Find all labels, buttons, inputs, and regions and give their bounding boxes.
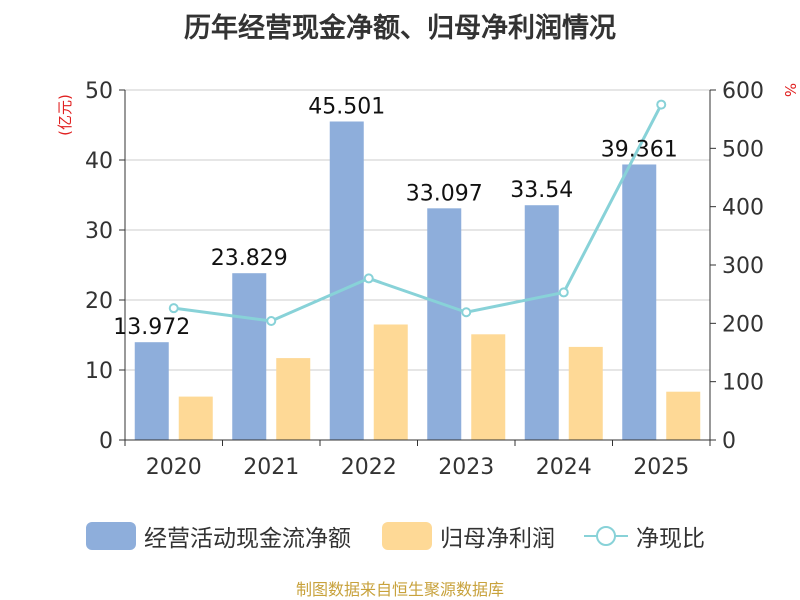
ratio-polyline	[173, 103, 663, 323]
bar-cashflow	[622, 164, 657, 440]
legend-item-cashflow[interactable]: 经营活动现金流净额	[86, 514, 351, 558]
data-labels: 13.972 23.829 45.501 33.097 33.54 39.361	[113, 94, 677, 340]
x-tick-label: 2020	[146, 455, 202, 480]
right-tick-label: 200	[722, 312, 764, 337]
bar-cashflow	[524, 205, 559, 440]
left-tick-label: 30	[85, 219, 113, 244]
chart-title: 历年经营现金净额、归母净利润情况	[184, 13, 616, 44]
left-tick-label: 10	[85, 359, 113, 384]
data-label-cashflow: 23.829	[211, 246, 288, 271]
x-tick-label: 2025	[633, 455, 689, 480]
right-tick-label: 300	[722, 254, 764, 279]
ratio-line	[168, 99, 667, 326]
legend-item-ratio[interactable]: 净现比	[584, 514, 705, 558]
source-note: 制图数据来自恒生聚源数据库	[295, 580, 504, 599]
right-tick-label: 100	[722, 371, 764, 396]
x-tick-label: 2022	[341, 455, 397, 480]
bar-cashflow	[134, 342, 169, 440]
data-label-cashflow: 33.097	[406, 181, 483, 206]
bar-profit	[178, 396, 213, 440]
bar-profit	[471, 334, 506, 440]
ratio-point	[363, 273, 374, 284]
left-tick-label: 50	[85, 79, 113, 104]
bar-cashflow	[232, 273, 267, 440]
bar-cashflow	[329, 121, 364, 441]
right-axis-unit: %	[781, 83, 799, 97]
right-tick-label: 500	[722, 137, 764, 162]
bar-cashflow	[427, 208, 462, 440]
legend-swatch-profit	[382, 522, 432, 550]
legend-item-profit[interactable]: 归母净利润	[382, 514, 555, 558]
bar-profit	[276, 358, 311, 440]
right-tick-label: 600	[722, 79, 764, 104]
legend-label-ratio: 净现比	[636, 526, 705, 552]
left-tick-label: 0	[99, 429, 113, 454]
x-tick-label: 2024	[536, 455, 592, 480]
ratio-point	[168, 303, 179, 314]
data-label-cashflow: 33.54	[510, 178, 573, 203]
data-label-cashflow: 13.972	[113, 315, 190, 340]
bar-profit	[373, 324, 408, 440]
left-axis-unit: (亿元)	[56, 94, 74, 136]
right-tick-label: 0	[722, 429, 736, 454]
ratio-point	[558, 287, 569, 298]
legend-line-ratio-icon	[584, 522, 628, 550]
gridlines	[125, 89, 710, 371]
data-label-cashflow: 45.501	[308, 94, 385, 119]
bar-profit	[666, 391, 701, 440]
legend-swatch-cashflow	[86, 522, 136, 550]
left-tick-label: 40	[85, 149, 113, 174]
data-label-cashflow: 39.361	[601, 137, 678, 162]
legend-label-cashflow: 经营活动现金流净额	[144, 526, 351, 552]
bars	[134, 121, 701, 441]
legend-label-profit: 归母净利润	[440, 526, 555, 552]
x-tick-label: 2023	[438, 455, 494, 480]
bar-profit	[568, 346, 603, 440]
ratio-point	[461, 307, 472, 318]
right-tick-label: 400	[722, 196, 764, 221]
ratio-point	[656, 99, 667, 110]
x-tick-label: 2021	[243, 455, 299, 480]
left-tick-label: 20	[85, 289, 113, 314]
ratio-point	[266, 316, 277, 326]
legend: 经营活动现金流净额 归母净利润 净现比	[0, 514, 800, 558]
